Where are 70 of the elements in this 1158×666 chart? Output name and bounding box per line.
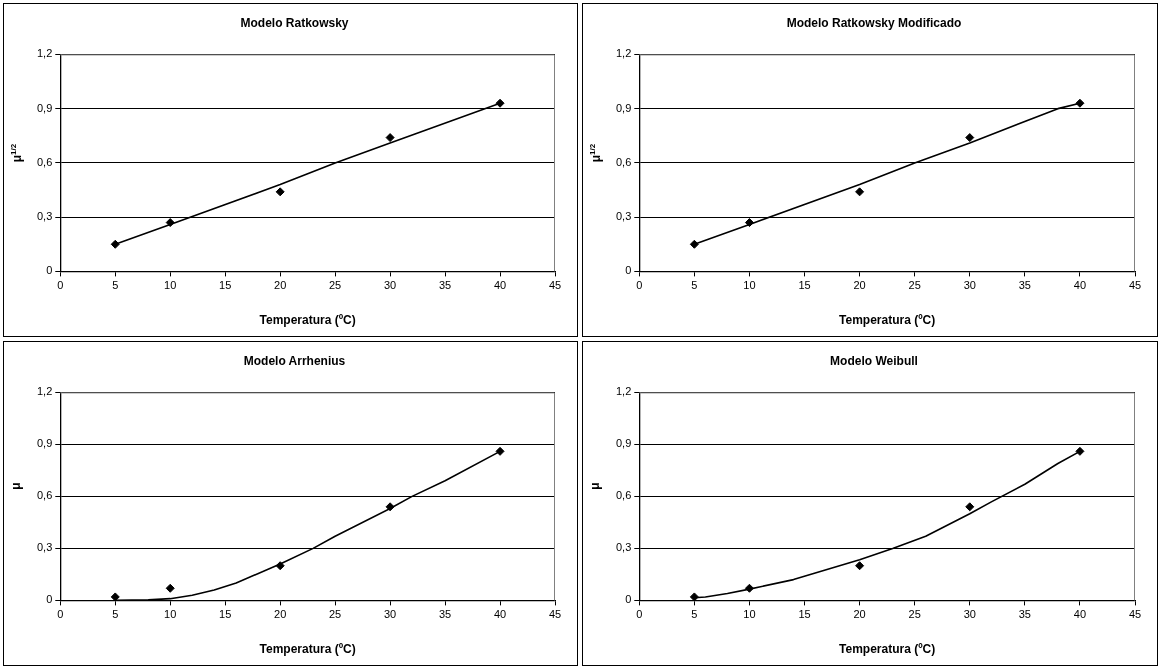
y-tick-label: 1,2 [36, 47, 53, 60]
x-tick-label: 30 [963, 608, 976, 621]
y-tick-label: 0,3 [615, 210, 632, 223]
y-tick-label: 0,9 [36, 437, 53, 450]
x-tick-label: 45 [548, 608, 562, 621]
x-tick-label: 0 [57, 608, 64, 621]
x-tick-label: 5 [691, 279, 698, 292]
chart-title: Modelo Arrhenius [243, 353, 346, 368]
x-tick-label: 40 [1073, 608, 1087, 621]
x-tick-label: 10 [164, 608, 177, 621]
x-tick-label: 30 [383, 608, 397, 621]
x-tick-label: 15 [798, 279, 811, 292]
x-tick-label: 0 [636, 279, 643, 292]
y-tick-label: 0,6 [615, 489, 632, 502]
x-tick-label: 40 [493, 608, 507, 621]
x-tick-label: 30 [963, 279, 976, 292]
x-tick-label: 20 [853, 608, 866, 621]
x-tick-label: 20 [853, 279, 866, 292]
y-tick-label: 0,3 [36, 541, 53, 554]
y-tick-label: 0 [625, 264, 632, 277]
x-tick-label: 10 [743, 279, 756, 292]
x-tick-label: 15 [798, 608, 811, 621]
x-axis-title: Temperatura (ºC) [259, 642, 356, 657]
x-tick-label: 45 [1128, 608, 1142, 621]
y-tick-label: 0,3 [615, 541, 632, 554]
y-tick-label: 0,6 [615, 155, 632, 168]
x-tick-label: 20 [274, 608, 287, 621]
x-tick-label: 25 [329, 279, 342, 292]
x-tick-label: 5 [112, 279, 119, 292]
x-tick-label: 0 [636, 608, 643, 621]
chart-title: Modelo Weibull [830, 353, 918, 368]
y-tick-label: 0 [46, 264, 53, 277]
x-tick-label: 35 [1018, 279, 1031, 292]
x-tick-label: 25 [908, 608, 921, 621]
x-tick-label: 40 [1073, 279, 1087, 292]
y-tick-label: 0 [46, 593, 53, 606]
x-tick-label: 10 [164, 279, 177, 292]
x-tick-label: 25 [908, 279, 921, 292]
x-tick-label: 5 [691, 608, 698, 621]
chart-title: Modelo Ratkowsky Modificado [786, 15, 962, 30]
x-axis-title: Temperatura (ºC) [839, 642, 936, 657]
y-tick-label: 0,9 [615, 437, 632, 450]
y-tick-label: 1,2 [615, 385, 632, 398]
chart-title: Modelo Ratkowsky [240, 15, 349, 30]
x-tick-label: 5 [112, 608, 119, 621]
y-tick-label: 0,6 [36, 155, 53, 168]
y-tick-label: 0,6 [36, 489, 53, 502]
x-axis-title: Temperatura (ºC) [259, 313, 356, 328]
y-tick-label: 0,9 [36, 101, 53, 114]
y-tick-label: 0,9 [615, 101, 632, 114]
x-tick-label: 45 [1128, 279, 1142, 292]
x-tick-label: 15 [219, 608, 232, 621]
y-axis-title: μ [588, 482, 602, 491]
y-tick-label: 0 [625, 593, 632, 606]
y-tick-label: 1,2 [615, 47, 632, 60]
y-tick-label: 0,3 [36, 210, 53, 223]
x-tick-label: 30 [383, 279, 397, 292]
x-tick-label: 15 [219, 279, 232, 292]
x-tick-label: 35 [438, 608, 452, 621]
x-tick-label: 20 [274, 279, 287, 292]
x-tick-label: 10 [743, 608, 756, 621]
y-axis-title: μ [9, 482, 23, 491]
x-tick-label: 0 [57, 279, 64, 292]
x-tick-label: 40 [493, 279, 507, 292]
x-axis-title: Temperatura (ºC) [839, 313, 936, 328]
y-tick-label: 1,2 [36, 385, 53, 398]
x-tick-label: 45 [548, 279, 562, 292]
x-tick-label: 35 [1018, 608, 1031, 621]
x-tick-label: 25 [329, 608, 342, 621]
x-tick-label: 35 [438, 279, 452, 292]
